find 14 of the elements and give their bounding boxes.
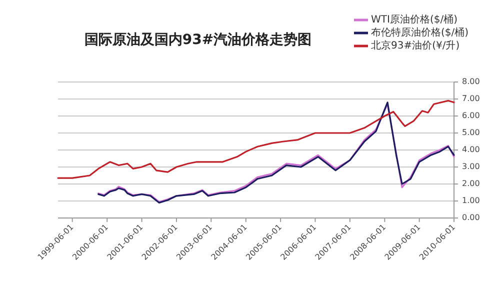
y-tick-label: 1.00	[462, 196, 480, 206]
y-tick-label: 4.00	[462, 145, 480, 154]
y-tick-label: 6.00	[462, 111, 480, 120]
y-tick-label: 3.00	[462, 162, 480, 172]
y-tick-label: 0.00	[462, 213, 480, 222]
legend-label: 北京93#油价(¥/升)	[371, 40, 460, 52]
y-tick-label: 2.00	[462, 179, 480, 188]
y-tick-label: 5.00	[462, 128, 480, 138]
line-series	[57, 100, 455, 179]
legend-label: 布伦特原油价格($/桶)	[371, 26, 469, 39]
y-tick-label: 8.00	[462, 77, 480, 86]
chart-title: 国际原油及国内93#汽油价格走势图	[84, 32, 312, 48]
legend-label: WTI原油价格($/桶)	[371, 14, 458, 26]
y-tick-label: 7.00	[462, 94, 480, 104]
